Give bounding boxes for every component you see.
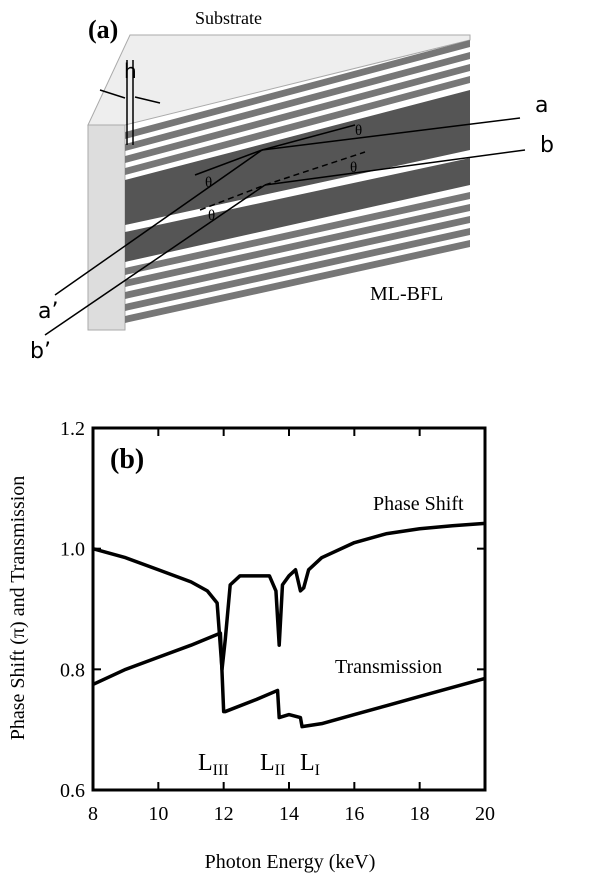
angle-label: θ	[350, 160, 357, 176]
rays	[44, 60, 526, 336]
lens-label: ML-BFL	[370, 283, 443, 305]
angle-label: θ	[205, 175, 212, 191]
substrate-top	[87, 34, 471, 126]
x-tick-label: 10	[148, 803, 168, 825]
series-line	[92, 521, 486, 672]
edge-label: LII	[260, 750, 285, 779]
x-tick-label: 12	[214, 803, 234, 825]
series-label: Phase Shift	[373, 493, 464, 515]
series-line	[92, 631, 486, 729]
x-axis-label: Photon Energy (keV)	[205, 851, 376, 873]
plot-frame	[91, 426, 487, 792]
substrate-face	[87, 124, 126, 331]
edge-label: LIII	[198, 750, 229, 779]
edge-letter: L	[198, 750, 213, 776]
x-tick-label: 20	[475, 803, 495, 825]
substrate-label: Substrate	[195, 8, 262, 28]
ray-label: a’	[38, 299, 58, 324]
x-tick-label: 14	[279, 803, 299, 825]
ray-label: a	[535, 93, 548, 118]
edge-subscript: III	[213, 762, 229, 779]
edge-letter: L	[300, 750, 315, 776]
chart: (b) Photon Energy (keV) Phase Shift (π) …	[7, 418, 495, 873]
y-tick-label: 1.2	[60, 418, 85, 440]
ray-label: b	[540, 133, 554, 158]
ray-label: b’	[30, 339, 51, 364]
angle-label: θ	[355, 123, 362, 139]
y-axis-label: Phase Shift (π) and Transmission	[7, 476, 29, 741]
y-tick-label: 0.6	[60, 780, 85, 802]
panel-label: (a)	[88, 15, 118, 44]
series-label: Transmission	[335, 656, 442, 678]
layers	[125, 40, 470, 323]
edge-subscript: I	[315, 762, 320, 779]
edge-label: LI	[300, 750, 320, 779]
edge-letter: L	[260, 750, 275, 776]
y-tick-label: 1.0	[60, 539, 85, 561]
angle-label: θ	[208, 208, 215, 224]
x-tick-label: 18	[410, 803, 430, 825]
diagram: (a) Substrate h a b a’ b’ θ θ θ θ ML-BFL	[30, 8, 554, 364]
x-tick-label: 16	[344, 803, 364, 825]
y-tick-label: 0.8	[60, 659, 85, 681]
x-tick-label: 8	[88, 803, 98, 825]
panel-label: (b)	[110, 444, 144, 475]
edge-subscript: II	[275, 762, 286, 779]
h-label: h	[124, 59, 137, 83]
